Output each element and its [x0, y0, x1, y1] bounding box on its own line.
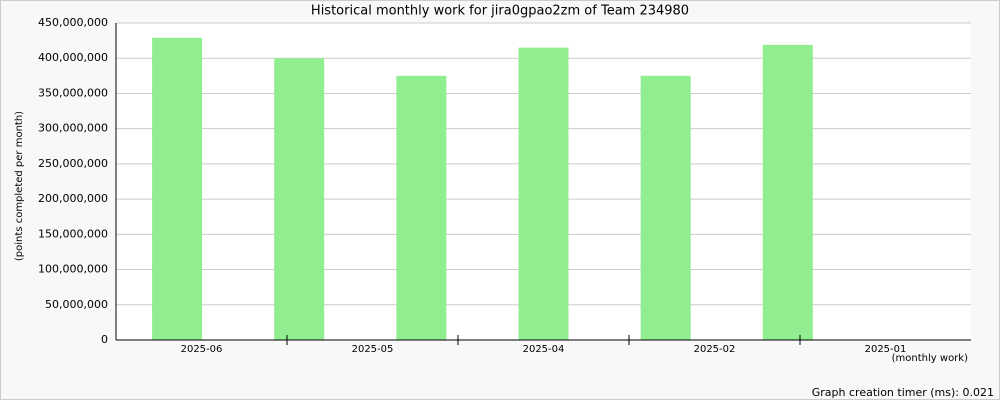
- y-tick-label: 450,000,000: [38, 16, 108, 29]
- y-tick-label: 100,000,000: [38, 263, 108, 276]
- x-tick-label: 2025-05: [352, 344, 394, 355]
- bar: [762, 44, 813, 341]
- y-tick-label: 350,000,000: [38, 86, 108, 99]
- footer: Graph creation timer (ms): 0.021: [812, 386, 994, 399]
- x-tick-label: 2025-06: [181, 344, 223, 355]
- y-tick-label: 400,000,000: [38, 51, 108, 64]
- chart-title: Historical monthly work for jira0gpao2zm…: [311, 4, 689, 19]
- x-axis-label: (monthly work): [892, 353, 968, 364]
- x-tick-label: 2025-02: [694, 344, 736, 355]
- bar: [640, 75, 691, 340]
- bar: [396, 75, 447, 340]
- x-tick-label: 2025-04: [523, 344, 565, 355]
- y-tick-label: 200,000,000: [38, 192, 108, 205]
- bar: [518, 47, 569, 341]
- y-axis-label: (points completed per month): [14, 111, 25, 261]
- y-tick-label: 150,000,000: [38, 227, 108, 240]
- x-tick-label: 2025-01: [865, 344, 907, 355]
- bar: [274, 58, 325, 340]
- y-tick-label: 50,000,000: [45, 298, 108, 311]
- y-tick-label: 250,000,000: [38, 157, 108, 170]
- y-tick-label: 0: [101, 333, 108, 346]
- y-tick-label: 300,000,000: [38, 122, 108, 135]
- bar: [152, 37, 203, 340]
